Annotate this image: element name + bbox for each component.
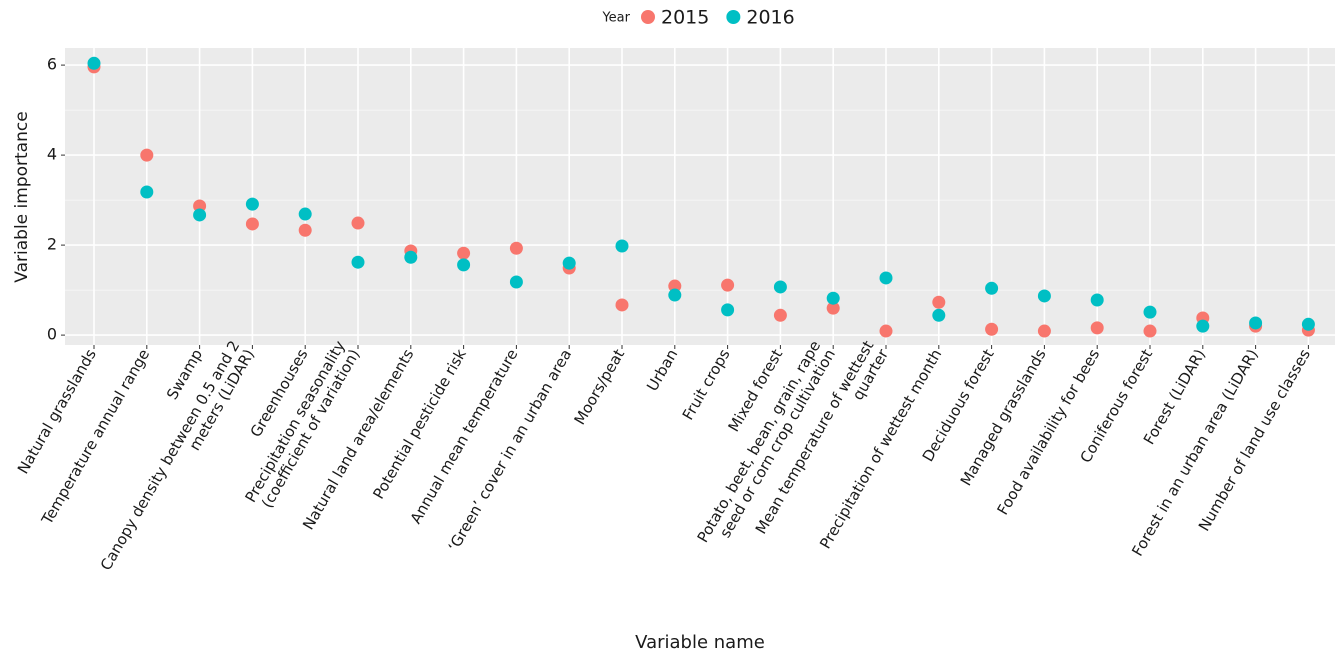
point	[404, 250, 418, 264]
point	[1143, 324, 1157, 338]
y-tick-label: 2	[47, 235, 57, 254]
point	[721, 303, 735, 317]
point	[1037, 324, 1051, 338]
point	[773, 308, 787, 322]
point	[351, 216, 365, 230]
point	[1037, 289, 1051, 303]
legend-title: Year	[601, 11, 630, 26]
point	[1301, 317, 1315, 331]
point	[193, 208, 207, 222]
point	[140, 148, 154, 162]
point	[245, 217, 259, 231]
point	[826, 291, 840, 305]
legend-label: 2016	[746, 7, 794, 29]
point	[1090, 293, 1104, 307]
point	[879, 324, 893, 338]
point	[193, 199, 207, 213]
point	[87, 56, 101, 70]
point	[1143, 305, 1157, 319]
point	[457, 246, 471, 260]
point	[615, 239, 629, 253]
legend-swatch	[726, 10, 741, 24]
y-tick-label: 6	[47, 55, 57, 74]
x-axis-label: Variable name	[635, 632, 765, 653]
point	[457, 258, 471, 272]
point	[298, 223, 312, 237]
point	[668, 288, 682, 302]
y-tick-label: 0	[47, 325, 57, 344]
point	[668, 279, 682, 293]
legend-label: 2015	[661, 7, 709, 29]
point	[932, 295, 946, 309]
y-tick-label: 4	[47, 145, 57, 164]
point	[826, 301, 840, 315]
point	[1090, 321, 1104, 335]
point	[721, 278, 735, 292]
point	[879, 271, 893, 285]
point	[932, 308, 946, 322]
point	[509, 241, 523, 255]
legend-swatch	[641, 10, 655, 24]
point	[1249, 316, 1263, 330]
point	[509, 275, 523, 289]
point	[245, 197, 259, 211]
point	[615, 298, 629, 312]
point	[140, 185, 154, 199]
panel	[65, 48, 1335, 345]
point	[985, 281, 999, 295]
point	[562, 256, 576, 270]
point	[298, 207, 312, 221]
point	[773, 280, 787, 294]
point	[985, 322, 999, 336]
y-axis-label: Variable importance	[12, 111, 32, 282]
point	[351, 255, 365, 269]
point	[1196, 319, 1210, 333]
